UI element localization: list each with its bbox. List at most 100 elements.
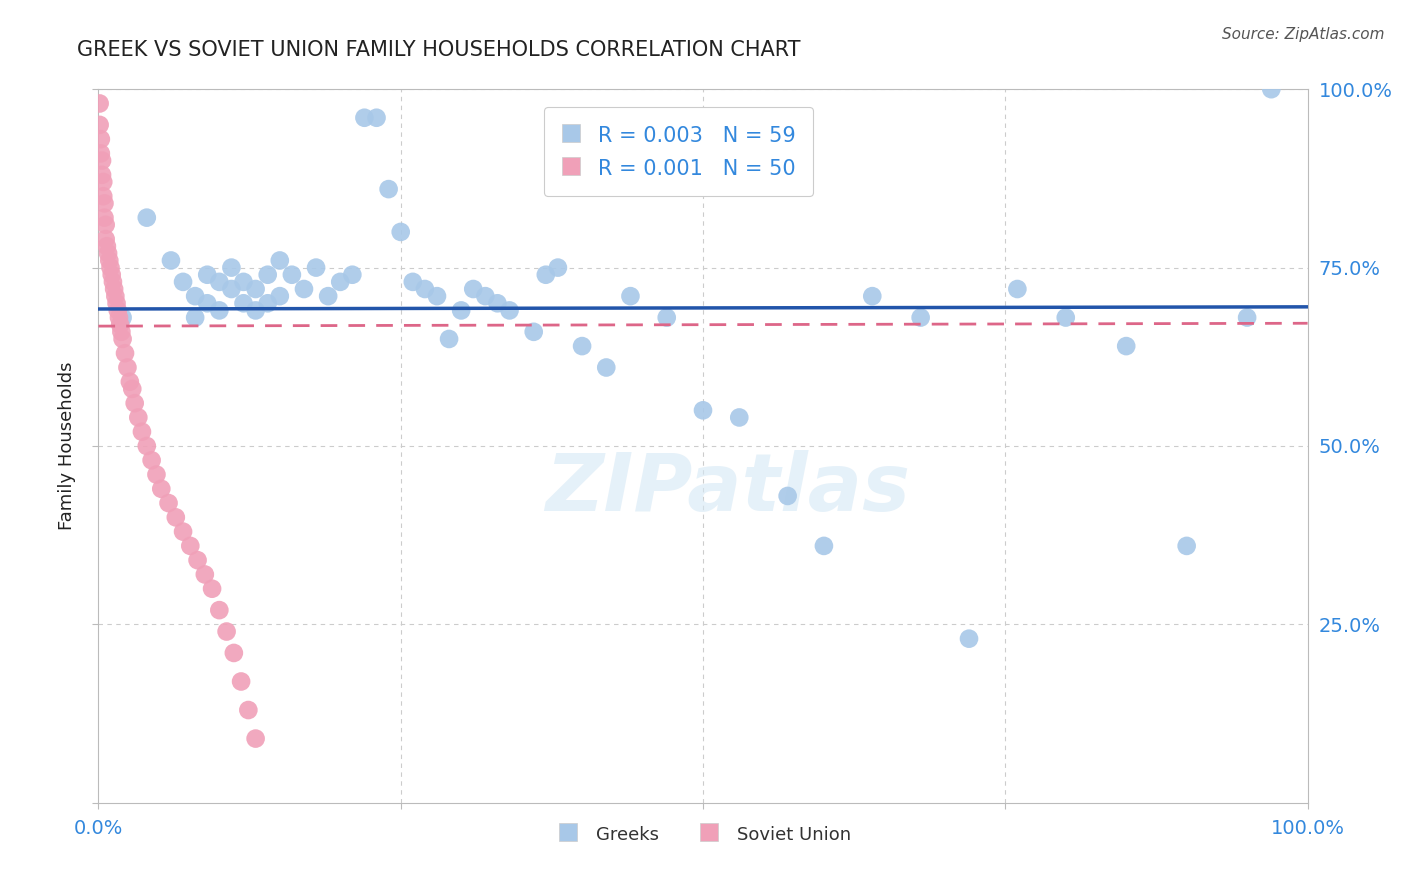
Point [1260, 82, 1282, 96]
Point [172, 524, 194, 539]
Point [184, 289, 207, 303]
Point [111, 332, 134, 346]
Point [91, 189, 114, 203]
Point [98, 253, 121, 268]
Point [208, 303, 231, 318]
Point [269, 253, 291, 268]
Point [342, 268, 364, 282]
Point [135, 211, 157, 225]
Point [292, 282, 315, 296]
Point [100, 268, 122, 282]
Point [245, 303, 267, 318]
Point [463, 282, 485, 296]
Point [256, 268, 278, 282]
Legend: Greeks, Soviet Union: Greeks, Soviet Union [547, 816, 859, 851]
Point [1115, 339, 1137, 353]
Point [184, 310, 207, 325]
Point [238, 703, 260, 717]
Point [160, 253, 183, 268]
Point [215, 624, 238, 639]
Point [229, 674, 252, 689]
Point [1007, 282, 1029, 296]
Point [94, 218, 117, 232]
Point [316, 289, 339, 303]
Point [221, 260, 243, 275]
Point [534, 268, 557, 282]
Point [201, 582, 224, 596]
Point [150, 482, 173, 496]
Point [222, 646, 245, 660]
Point [145, 467, 167, 482]
Point [305, 260, 328, 275]
Point [329, 275, 352, 289]
Point [437, 332, 460, 346]
Point [93, 196, 115, 211]
Point [474, 289, 496, 303]
Point [450, 303, 472, 318]
Point [89, 96, 111, 111]
Point [256, 296, 278, 310]
Point [124, 396, 146, 410]
Point [619, 289, 641, 303]
Point [813, 539, 835, 553]
Point [118, 375, 141, 389]
Point [195, 296, 218, 310]
Point [104, 289, 127, 303]
Point [127, 410, 149, 425]
Point [269, 289, 291, 303]
Y-axis label: Family Households: Family Households [58, 362, 76, 530]
Point [114, 346, 136, 360]
Point [208, 275, 231, 289]
Point [111, 310, 134, 325]
Point [486, 296, 509, 310]
Point [498, 303, 520, 318]
Point [1236, 310, 1258, 325]
Point [523, 325, 546, 339]
Point [108, 318, 131, 332]
Text: ZIPatlas: ZIPatlas [544, 450, 910, 528]
Point [172, 275, 194, 289]
Point [232, 296, 254, 310]
Point [377, 182, 399, 196]
Point [232, 275, 254, 289]
Point [655, 310, 678, 325]
Point [413, 282, 436, 296]
Point [91, 175, 114, 189]
Point [135, 439, 157, 453]
Point [91, 168, 114, 182]
Point [110, 325, 132, 339]
Point [90, 132, 112, 146]
Point [91, 153, 114, 168]
Point [187, 553, 209, 567]
Point [957, 632, 980, 646]
Point [117, 360, 139, 375]
Point [103, 282, 125, 296]
Point [93, 211, 115, 225]
Text: Source: ZipAtlas.com: Source: ZipAtlas.com [1222, 27, 1385, 42]
Point [547, 260, 569, 275]
Point [121, 382, 143, 396]
Point [157, 496, 180, 510]
Point [96, 239, 118, 253]
Point [195, 268, 218, 282]
Point [1175, 539, 1198, 553]
Point [97, 246, 120, 260]
Point [426, 289, 449, 303]
Point [179, 539, 201, 553]
Point [1054, 310, 1077, 325]
Point [221, 282, 243, 296]
Point [728, 410, 751, 425]
Point [692, 403, 714, 417]
Point [595, 360, 617, 375]
Point [281, 268, 304, 282]
Point [860, 289, 883, 303]
Point [165, 510, 187, 524]
Point [100, 260, 122, 275]
Point [105, 296, 128, 310]
Point [245, 282, 267, 296]
Point [107, 303, 129, 318]
Point [245, 731, 267, 746]
Point [108, 310, 131, 325]
Point [353, 111, 375, 125]
Text: GREEK VS SOVIET UNION FAMILY HOUSEHOLDS CORRELATION CHART: GREEK VS SOVIET UNION FAMILY HOUSEHOLDS … [77, 40, 801, 60]
